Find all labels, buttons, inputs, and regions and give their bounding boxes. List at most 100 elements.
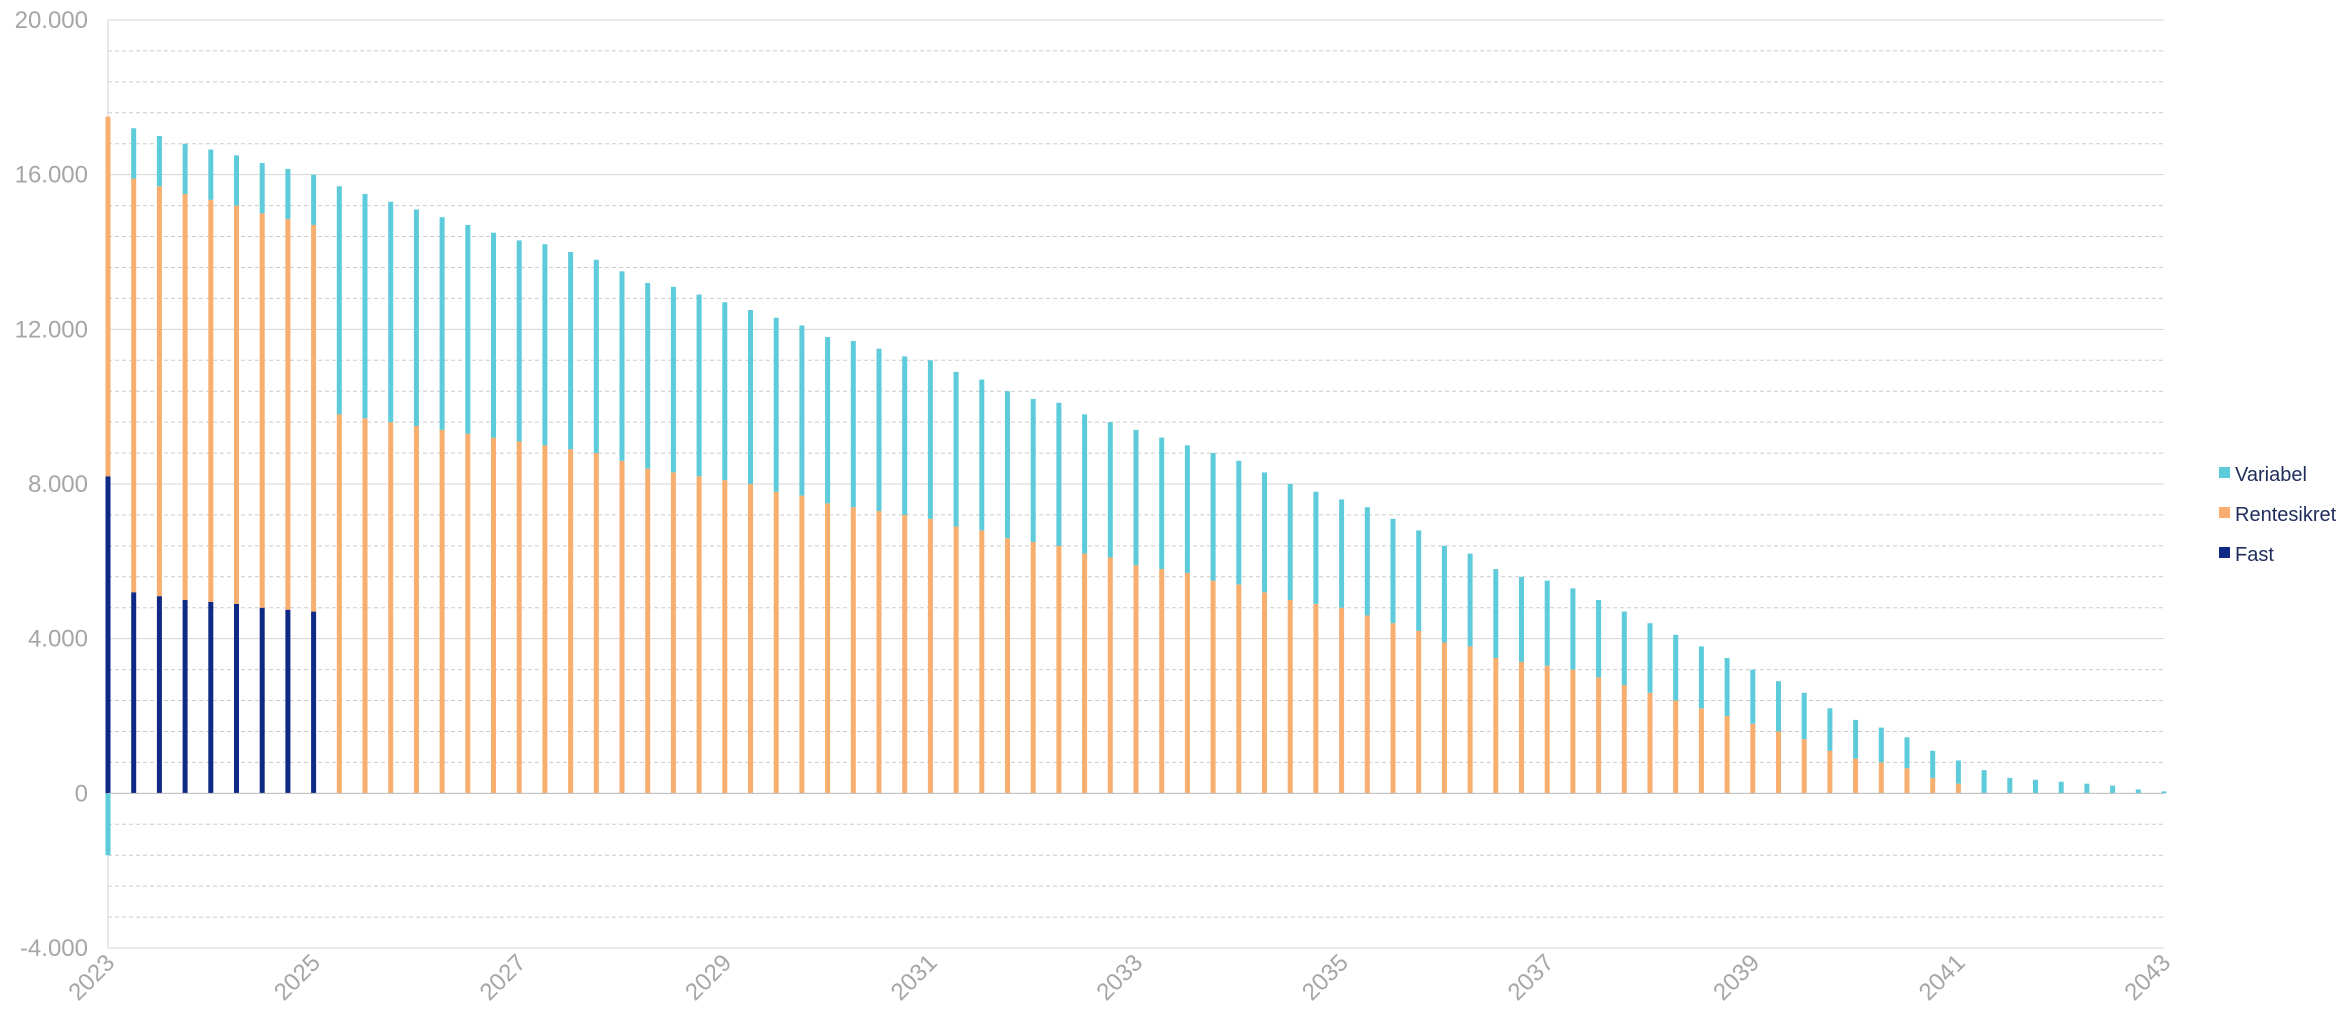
- bar-segment-rentesikret: [1005, 538, 1010, 794]
- bar-segment-fast: [311, 611, 317, 794]
- bar-segment-rentesikret: [1647, 692, 1653, 794]
- bar-segment-rentesikret: [516, 441, 522, 794]
- bar-segment-variabel: [1416, 530, 1422, 631]
- bar-segment-rentesikret: [1930, 777, 1936, 794]
- bar-segment-rentesikret: [491, 437, 496, 794]
- bar-segment-rentesikret: [1801, 739, 1807, 794]
- bar-segment-rentesikret: [1904, 768, 1910, 794]
- bar-segment-variabel: [850, 340, 856, 508]
- bar-segment-variabel: [1570, 588, 1576, 670]
- bar-segment-variabel: [568, 252, 574, 450]
- bar-segment-variabel: [491, 232, 496, 438]
- bar-segment-rentesikret: [1364, 615, 1370, 794]
- bar-segment-rentesikret: [979, 530, 985, 794]
- bar-segment-variabel: [1544, 580, 1550, 666]
- bar-segment-rentesikret: [1262, 592, 1267, 794]
- bar-segment-rentesikret: [336, 414, 342, 794]
- bar-segment-variabel: [1467, 553, 1473, 647]
- legend-label-variabel: Variabel: [2235, 464, 2307, 486]
- bar-segment-variabel: [1724, 658, 1730, 716]
- bar-segment-variabel: [1878, 727, 1884, 763]
- bar-segment-rentesikret: [1107, 557, 1113, 794]
- x-tick-label: 2041: [1914, 949, 1971, 1006]
- legend-label-rentesikret: Rentesikret: [2235, 504, 2337, 526]
- bar-segment-variabel: [979, 379, 985, 531]
- bar-segment-variabel: [156, 136, 162, 187]
- bar-segment-rentesikret: [311, 224, 317, 612]
- bar-segment-rentesikret: [1133, 565, 1139, 794]
- bar-segment-variabel: [1493, 569, 1499, 658]
- bar-segment-variabel: [234, 155, 239, 206]
- y-tick-label: 4.000: [28, 626, 88, 653]
- bar-segment-fast: [285, 609, 291, 794]
- bar-segment-variabel: [2007, 777, 2013, 794]
- bar-segment-variabel: [1621, 611, 1627, 686]
- x-tick-label: 2043: [2119, 949, 2176, 1006]
- bar-segment-rentesikret: [850, 507, 856, 794]
- bar-segment-rentesikret: [953, 526, 959, 794]
- bar-segment-variabel: [1596, 600, 1602, 678]
- x-tick-label: 2029: [680, 949, 737, 1006]
- bar-segment-variabel: [1904, 737, 1910, 769]
- y-tick-label: 20.000: [15, 7, 88, 34]
- bar-segment-variabel: [439, 217, 445, 430]
- y-tick-label: 0: [75, 780, 88, 807]
- bar-segment-rentesikret: [1621, 685, 1627, 794]
- bar-segment-rentesikret: [1210, 580, 1216, 794]
- x-tick-label: 2037: [1503, 949, 1560, 1006]
- bar-segment-rentesikret: [1698, 708, 1704, 794]
- bar-segment-variabel: [516, 240, 522, 442]
- bar-segment-rentesikret: [1030, 542, 1036, 794]
- bar-segment-rentesikret: [1159, 569, 1165, 794]
- bar-segment-variabel: [1364, 507, 1370, 616]
- bar-segment-variabel: [1184, 445, 1190, 573]
- x-tick-label: 2025: [269, 949, 326, 1006]
- bar-segment-rentesikret: [1184, 572, 1190, 794]
- bar-segment-variabel: [927, 360, 933, 519]
- bar-segment-rentesikret: [208, 199, 214, 602]
- bar-segment-fast: [131, 592, 137, 794]
- bar-segment-variabel: [2058, 781, 2064, 794]
- bar-segment-variabel: [465, 224, 471, 434]
- bar-segment-rentesikret: [439, 429, 445, 794]
- bar-segment-rentesikret: [1878, 762, 1884, 794]
- bar-segment-fast: [156, 596, 162, 794]
- y-axis: -4.000 0 4.000 8.000 12.000 16.000 20.000: [15, 7, 109, 962]
- bar-segment-variabel: [645, 282, 651, 469]
- bar-segment-rentesikret: [927, 518, 933, 794]
- bar-segment-rentesikret: [234, 205, 239, 604]
- bar-segment-variabel: [311, 174, 317, 225]
- bar-segment-variabel: [1750, 669, 1756, 724]
- bar-segment-variabel: [1056, 402, 1062, 546]
- bar-segment-rentesikret: [825, 503, 831, 794]
- bar-segment-rentesikret: [1853, 758, 1859, 794]
- y-tick-label: 8.000: [28, 471, 88, 498]
- bar-segment-rentesikret: [1544, 665, 1550, 794]
- bar-segment-rentesikret: [593, 453, 599, 794]
- bar-segment-variabel: [1107, 422, 1113, 558]
- bar-segment-variabel: [1313, 491, 1319, 604]
- bar-segment-rentesikret: [131, 178, 137, 593]
- bar-segment-rentesikret: [1827, 750, 1833, 794]
- bar-segment-rentesikret: [1493, 658, 1499, 794]
- bar-segment-rentesikret: [748, 484, 753, 794]
- bar-segment-rentesikret: [465, 433, 471, 794]
- bar-segment-variabel: [388, 201, 394, 423]
- bar-segment-variabel: [902, 356, 908, 515]
- bar-segment-variabel: [2084, 783, 2090, 794]
- bar-segment-rentesikret: [696, 476, 702, 794]
- bar-segment-variabel: [1698, 646, 1704, 709]
- bar-segment-variabel: [1236, 460, 1242, 585]
- bar-segment-fast: [259, 607, 265, 794]
- bar-segment-variabel: [1673, 634, 1679, 701]
- bar-segment-variabel: [953, 371, 959, 527]
- bar-segment-rentesikret: [645, 468, 651, 794]
- bar-segment-rentesikret: [799, 495, 805, 794]
- bar-segment-variabel: [1262, 472, 1267, 593]
- bar-segment-variabel: [722, 302, 728, 481]
- bar-segment-variabel: [105, 793, 111, 856]
- bar-segment-rentesikret: [156, 186, 162, 597]
- y-tick-label: 12.000: [15, 316, 88, 343]
- bar-segment-variabel: [182, 143, 188, 194]
